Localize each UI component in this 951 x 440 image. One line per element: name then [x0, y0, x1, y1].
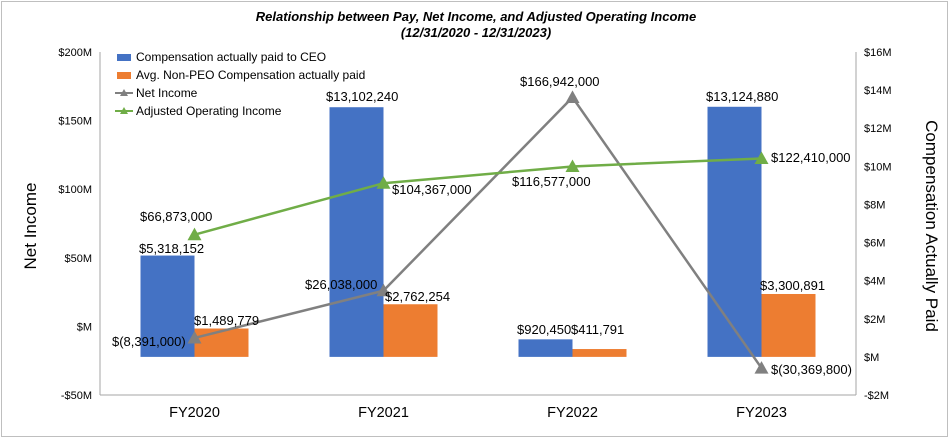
- right-tick-label: $4M: [864, 276, 885, 288]
- bar-ceo: [707, 106, 762, 357]
- data-label: $66,873,000: [140, 209, 212, 224]
- legend-swatch: [117, 72, 131, 79]
- marker-net-income: [754, 361, 769, 374]
- right-tick-label: $8M: [864, 199, 885, 211]
- legend-label: Net Income: [136, 86, 198, 100]
- x-tick-label: FY2021: [358, 405, 409, 421]
- legend-marker-swatch: [120, 107, 128, 114]
- left-tick-label: $200M: [58, 47, 92, 59]
- right-tick-label: $6M: [864, 238, 885, 250]
- bar-ceo: [518, 339, 573, 357]
- x-tick-label: FY2022: [547, 405, 598, 421]
- data-label: $920,450: [517, 322, 571, 337]
- marker-adjusted-operating-income: [754, 151, 769, 165]
- legend-label: Adjusted Operating Income: [136, 104, 282, 118]
- bar-ceo: [140, 255, 195, 357]
- data-label: $411,791: [571, 322, 624, 337]
- legend-marker-swatch: [120, 89, 128, 96]
- left-tick-label: $M: [77, 321, 92, 333]
- data-label: $166,942,000: [520, 74, 600, 89]
- line-adjusted-operating-income: [194, 157, 762, 236]
- right-tick-label: $14M: [864, 85, 892, 97]
- data-label: $(8,391,000): [112, 334, 186, 349]
- data-label: $26,038,000: [305, 277, 377, 292]
- chart-subtitle: (12/31/2020 - 12/31/2023): [401, 25, 551, 40]
- data-label: $3,300,891: [760, 278, 825, 293]
- plot-area: -$50M $M $50M $100M $150M $200M -$2M $M $2M $4M $6…: [58, 47, 891, 421]
- data-label: $13,124,880: [706, 89, 778, 104]
- marker-adjusted-operating-income: [376, 176, 391, 189]
- left-tick-label: $50M: [64, 253, 92, 265]
- marker-adjusted-operating-income: [187, 227, 202, 241]
- line-net-income: [194, 95, 763, 369]
- right-tick-label: $M: [864, 352, 879, 364]
- marker-adjusted-operating-income: [565, 159, 580, 173]
- left-tick-label: -$50M: [61, 390, 92, 402]
- left-tick-label: $150M: [58, 116, 92, 128]
- left-axis-title: Net Income: [21, 183, 40, 270]
- x-tick-label: FY2020: [169, 405, 220, 421]
- right-axis-title: Compensation Actually Paid: [922, 120, 941, 332]
- bar-ceo: [329, 107, 384, 357]
- left-tick-label: $100M: [58, 184, 92, 196]
- x-tick-label: FY2023: [736, 405, 787, 421]
- data-label: $2,762,254: [385, 289, 450, 304]
- data-label: $13,102,240: [326, 89, 398, 104]
- bar-non-peo: [572, 349, 627, 357]
- right-tick-label: $16M: [864, 47, 892, 59]
- data-label: $1,489,779: [194, 313, 259, 328]
- right-tick-label: -$2M: [864, 390, 889, 402]
- chart-title: Relationship between Pay, Net Income, an…: [256, 9, 696, 24]
- marker-net-income: [376, 283, 391, 297]
- data-label: $122,410,000: [771, 150, 851, 165]
- bar-non-peo: [761, 293, 816, 357]
- right-tick-label: $10M: [864, 161, 892, 173]
- marker-net-income: [187, 330, 202, 344]
- legend-swatch: [117, 54, 131, 61]
- legend-label: Compensation actually paid to CEO: [136, 50, 326, 64]
- data-label: $(30,369,800): [771, 362, 852, 377]
- data-label: $116,577,000: [512, 174, 591, 189]
- legend: Compensation actually paid to CEO Avg. No…: [115, 50, 365, 118]
- marker-net-income: [565, 90, 580, 103]
- bar-non-peo: [194, 328, 249, 357]
- right-tick-label: $2M: [864, 314, 885, 326]
- bar-non-peo: [383, 304, 438, 357]
- data-label: $104,367,000: [392, 182, 472, 197]
- right-tick-label: $12M: [864, 123, 892, 135]
- data-label: $5,318,152: [139, 241, 204, 256]
- legend-label: Avg. Non-PEO Compensation actually paid: [136, 68, 365, 82]
